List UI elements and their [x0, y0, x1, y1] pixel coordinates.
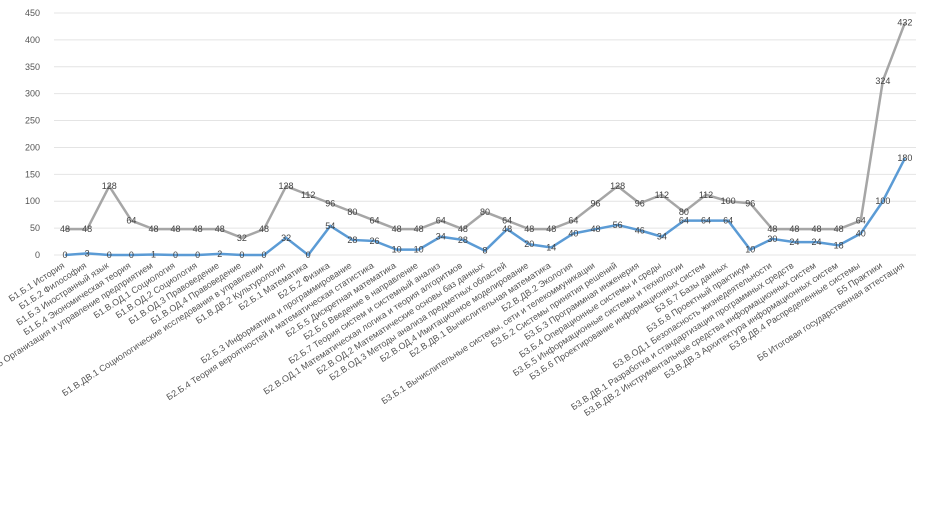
- data-label: 48: [259, 224, 269, 234]
- data-label: 48: [546, 224, 556, 234]
- data-label: 64: [369, 216, 379, 226]
- data-label: 0: [129, 250, 134, 260]
- y-tick-label: 250: [25, 116, 40, 126]
- data-label: 48: [789, 224, 799, 234]
- data-label: 180: [897, 153, 912, 163]
- data-label: 32: [281, 233, 291, 243]
- data-label: 3: [85, 248, 90, 258]
- data-label: 112: [699, 190, 713, 200]
- data-label: 64: [436, 216, 446, 226]
- data-label: 0: [306, 250, 311, 260]
- data-label: 0: [261, 250, 266, 260]
- data-label: 64: [126, 216, 136, 226]
- data-label: 48: [458, 224, 468, 234]
- data-label: 112: [655, 190, 669, 200]
- data-label: 64: [679, 216, 689, 226]
- data-label: 48: [591, 224, 601, 234]
- data-label: 80: [679, 207, 689, 217]
- data-label: 324: [875, 76, 890, 86]
- data-label: 10: [392, 245, 402, 255]
- data-label: 56: [613, 220, 623, 230]
- data-label: 432: [897, 18, 912, 28]
- data-label: 54: [325, 221, 335, 231]
- data-label: 0: [173, 250, 178, 260]
- y-tick-label: 300: [25, 89, 40, 99]
- data-label: 28: [458, 235, 468, 245]
- data-label: 48: [193, 224, 203, 234]
- data-label: 14: [546, 242, 556, 252]
- data-label: 48: [414, 224, 424, 234]
- y-tick-label: 400: [25, 35, 40, 45]
- data-label: 80: [480, 207, 490, 217]
- data-label: 32: [237, 233, 247, 243]
- data-label: 64: [856, 216, 866, 226]
- data-label: 48: [171, 224, 181, 234]
- data-label: 64: [701, 216, 711, 226]
- data-label: 96: [325, 198, 335, 208]
- data-label: 46: [635, 225, 645, 235]
- data-label: 64: [568, 216, 578, 226]
- data-label: 0: [195, 250, 200, 260]
- y-tick-label: 350: [25, 62, 40, 72]
- y-tick-label: 450: [25, 8, 40, 18]
- y-tick-label: 0: [35, 250, 40, 260]
- data-label: 0: [239, 250, 244, 260]
- data-label: 128: [610, 181, 625, 191]
- data-label: 96: [635, 198, 645, 208]
- data-label: 40: [856, 228, 866, 238]
- y-tick-label: 150: [25, 169, 40, 179]
- data-label: 24: [789, 237, 799, 247]
- data-label: 26: [369, 236, 379, 246]
- data-label: 30: [767, 234, 777, 244]
- data-label: 34: [657, 232, 667, 242]
- y-tick-label: 200: [25, 142, 40, 152]
- series-line: [64, 157, 907, 257]
- data-label: 10: [414, 245, 424, 255]
- data-label: 34: [436, 232, 446, 242]
- data-label: 48: [812, 224, 822, 234]
- data-label: 96: [745, 198, 755, 208]
- data-label: 64: [502, 216, 512, 226]
- data-label: 100: [721, 196, 736, 206]
- data-label: 48: [60, 224, 70, 234]
- data-label: 48: [524, 224, 534, 234]
- data-label: 48: [148, 224, 158, 234]
- data-label: 18: [834, 240, 844, 250]
- data-label: 10: [745, 245, 755, 255]
- data-label: 96: [591, 198, 601, 208]
- data-label: 0: [107, 250, 112, 260]
- y-tick-label: 50: [30, 223, 40, 233]
- data-label: 112: [301, 190, 315, 200]
- data-label: 40: [568, 228, 578, 238]
- data-label: 128: [102, 181, 117, 191]
- data-label: 20: [524, 239, 534, 249]
- data-label: 128: [279, 181, 294, 191]
- data-label: 24: [812, 237, 822, 247]
- data-label: 64: [723, 216, 733, 226]
- data-label: 28: [347, 235, 357, 245]
- data-label: 80: [347, 207, 357, 217]
- data-label: 48: [502, 224, 512, 234]
- data-label: 8: [482, 246, 487, 256]
- data-label: 48: [392, 224, 402, 234]
- data-label: 1: [151, 249, 156, 259]
- data-label: 2: [217, 249, 222, 259]
- y-tick-label: 100: [25, 196, 40, 206]
- data-label: 48: [215, 224, 225, 234]
- data-label: 48: [767, 224, 777, 234]
- data-label: 0: [63, 250, 68, 260]
- data-label: 48: [82, 224, 92, 234]
- series-line: [65, 22, 907, 240]
- data-label: 48: [834, 224, 844, 234]
- data-label: 100: [875, 196, 890, 206]
